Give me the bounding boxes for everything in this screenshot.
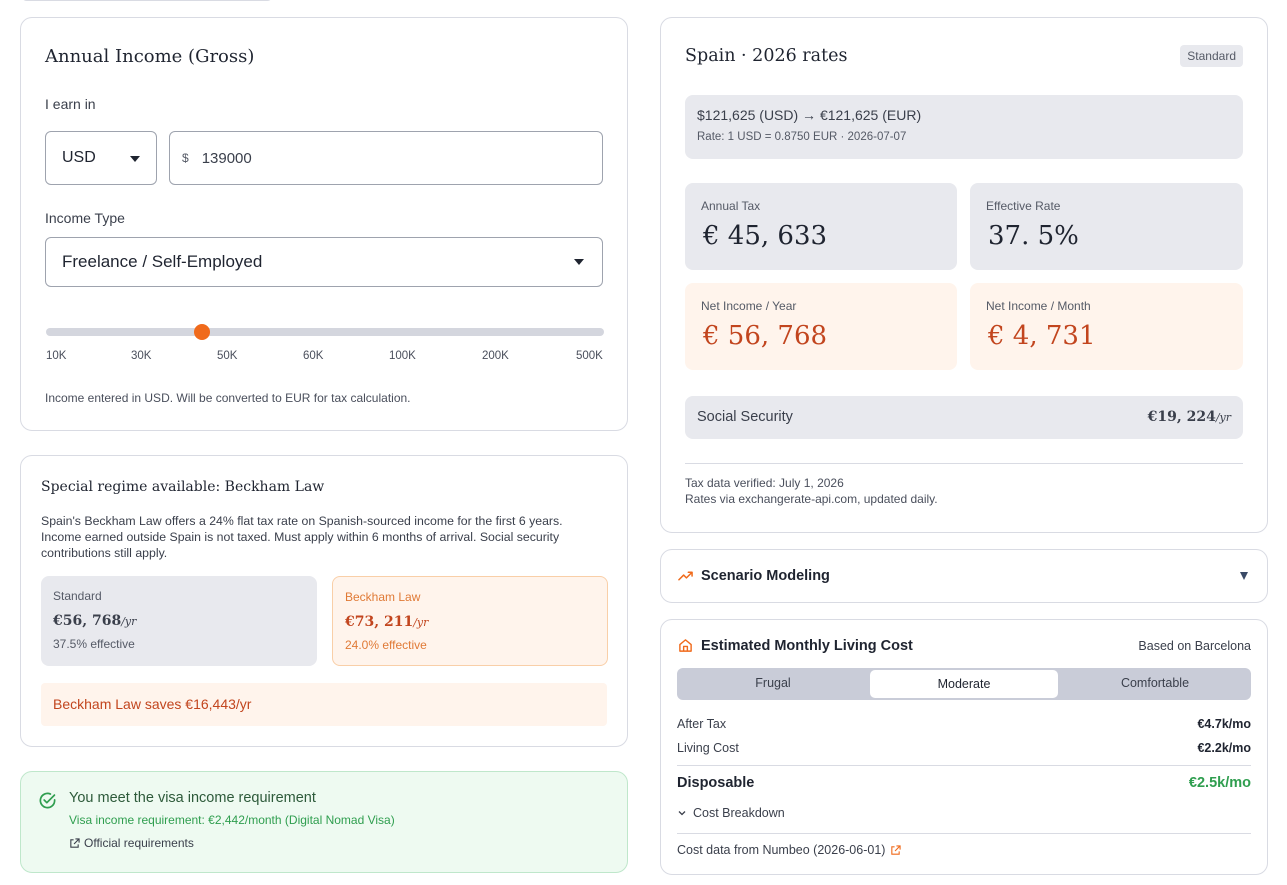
spain-title: Spain · 2026 rates (685, 46, 848, 66)
income-amount-input[interactable]: $ 139000 (169, 131, 603, 185)
tax-verified-note: Tax data verified: July 1, 2026 (685, 476, 844, 490)
divider (677, 765, 1251, 766)
net-month-value: € 4, 731 (988, 321, 1096, 351)
beckham-title: Special regime available: Beckham Law (41, 479, 325, 495)
net-year-panel: Net Income / Year € 56, 768 (685, 283, 957, 370)
disposable-value: €2.5k/mo (1188, 775, 1251, 791)
scenario-modeling-card[interactable]: Scenario Modeling (660, 549, 1268, 603)
beckham-savings-banner: Beckham Law saves €16,443/yr (41, 683, 607, 726)
effective-rate-label: Effective Rate (986, 199, 1061, 213)
scenario-title: Scenario Modeling (701, 568, 830, 584)
living-cost-value: €2.2k/mo (1197, 741, 1251, 755)
external-link-icon (891, 844, 902, 855)
tab-comfortable[interactable]: Comfortable (1120, 676, 1190, 690)
living-title: Estimated Monthly Living Cost (701, 638, 913, 654)
effective-rate-value: 37. 5% (988, 221, 1079, 251)
net-month-panel: Net Income / Month € 4, 731 (970, 283, 1243, 370)
slider-tick-label: 500K (576, 350, 603, 362)
net-year-value: € 56, 768 (703, 321, 828, 351)
based-on-city: Based on Barcelona (1138, 639, 1251, 653)
income-type-value: Freelance / Self-Employed (62, 252, 263, 271)
beckham-card: Special regime available: Beckham Law Sp… (20, 455, 628, 747)
conversion-text: $121,625 (USD) → €121,625 (EUR) (697, 107, 922, 123)
top-tab-stub (22, 0, 272, 1)
regime-badge: Standard (1180, 45, 1243, 67)
tab-frugal[interactable]: Frugal (755, 676, 791, 690)
beckham-value: €73, 211/yr (345, 614, 429, 630)
standard-compare-box: Standard €56, 768/yr 37.5% effective (41, 576, 317, 666)
social-security-panel: Social Security €19, 224/yr (685, 396, 1243, 439)
slider-tick-label: 50K (217, 350, 238, 362)
divider (685, 463, 1243, 464)
income-title: Annual Income (Gross) (45, 46, 255, 67)
chevron-down-icon[interactable] (1240, 572, 1248, 580)
caret-down-icon (130, 156, 140, 162)
slider-tick-label: 60K (303, 350, 324, 362)
beckham-effective: 24.0% effective (345, 638, 427, 652)
caret-down-icon (574, 259, 584, 265)
beckham-compare-box: Beckham Law €73, 211/yr 24.0% effective (332, 576, 608, 666)
visa-card: You meet the visa income requirement Vis… (20, 771, 628, 873)
living-cost-card: Estimated Monthly Living Cost Based on B… (660, 619, 1268, 875)
beckham-savings: Beckham Law saves €16,443/yr (53, 696, 252, 712)
standard-label: Standard (53, 589, 102, 603)
rates-source-note: Rates via exchangerate-api.com, updated … (685, 492, 938, 506)
standard-effective: 37.5% effective (53, 637, 135, 651)
income-type-select[interactable]: Freelance / Self-Employed (45, 237, 603, 287)
slider-tick-label: 10K (46, 350, 67, 362)
home-icon (679, 639, 692, 652)
net-year-label: Net Income / Year (701, 299, 797, 313)
check-circle-icon (39, 792, 56, 809)
currency-symbol: $ (182, 151, 189, 165)
currency-value: USD (62, 149, 96, 166)
annual-tax-panel: Annual Tax € 45, 633 (685, 183, 957, 270)
tab-moderate[interactable]: Moderate (870, 670, 1058, 698)
beckham-label: Beckham Law (345, 590, 421, 604)
net-month-label: Net Income / Month (986, 299, 1091, 313)
slider-tick-label: 200K (482, 350, 509, 362)
spain-results-card: Spain · 2026 rates Standard $121,625 (US… (660, 17, 1268, 533)
chevron-down-icon (678, 811, 686, 816)
annual-tax-label: Annual Tax (701, 199, 761, 213)
slider-tick-label: 30K (131, 350, 152, 362)
numbeo-source-link[interactable]: Cost data from Numbeo (2026-06-01) (677, 843, 902, 857)
official-requirements-link[interactable]: Official requirements (69, 836, 194, 850)
living-cost-label: Living Cost (677, 741, 739, 755)
income-slider-track[interactable] (46, 328, 604, 336)
conversion-panel: $121,625 (USD) → €121,625 (EUR) Rate: 1 … (685, 95, 1243, 159)
effective-rate-panel: Effective Rate 37. 5% (970, 183, 1243, 270)
cost-breakdown-toggle[interactable]: Cost Breakdown (677, 806, 785, 820)
rate-text: Rate: 1 USD = 0.8750 EUR · 2026-07-07 (697, 131, 907, 143)
visa-requirement: Visa income requirement: €2,442/month (D… (69, 813, 395, 827)
after-tax-label: After Tax (677, 717, 727, 731)
divider (677, 833, 1251, 834)
social-security-value: €19, 224/yr (1147, 409, 1231, 425)
annual-tax-value: € 45, 633 (703, 221, 828, 251)
standard-value: €56, 768/yr (53, 613, 137, 629)
currency-select[interactable]: USD (45, 131, 157, 185)
earn-in-label: I earn in (45, 96, 96, 112)
income-card: Annual Income (Gross) I earn in USD $ 13… (20, 17, 628, 431)
visa-title: You meet the visa income requirement (69, 790, 316, 806)
income-note: Income entered in USD. Will be converted… (45, 391, 411, 405)
disposable-label: Disposable (677, 775, 755, 791)
after-tax-value: €4.7k/mo (1197, 717, 1251, 731)
income-amount-value: 139000 (201, 149, 252, 167)
income-type-label: Income Type (45, 210, 125, 226)
trend-up-icon (678, 571, 693, 581)
external-link-icon (70, 837, 80, 848)
social-security-label: Social Security (697, 409, 793, 425)
income-slider-thumb[interactable] (194, 324, 211, 340)
lifestyle-tabs: Frugal Moderate Comfortable (677, 668, 1251, 700)
beckham-description: Spain's Beckham Law offers a 24% flat ta… (41, 514, 563, 560)
slider-tick-label: 100K (389, 350, 416, 362)
